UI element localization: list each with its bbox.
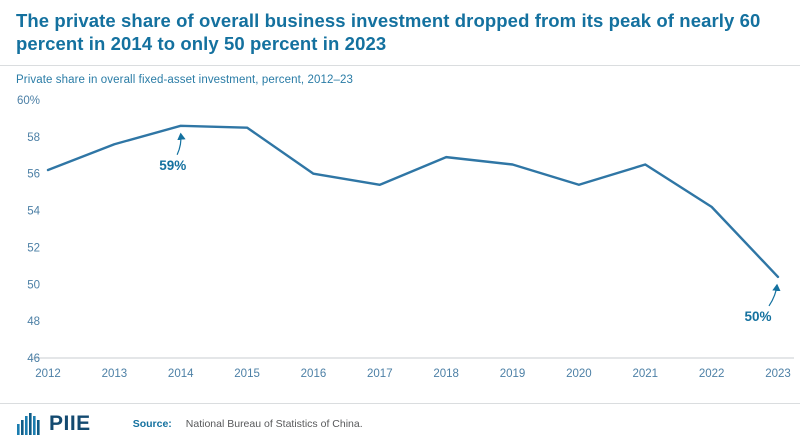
series-line bbox=[46, 124, 780, 278]
annotation-arrow bbox=[176, 132, 186, 155]
chart-title: The private share of overall business in… bbox=[16, 10, 761, 54]
header-divider bbox=[0, 64, 800, 66]
y-tick-label: 48 bbox=[27, 316, 40, 328]
piie-logo-text: PIIE bbox=[49, 412, 91, 435]
source-label: Source: bbox=[132, 418, 172, 430]
annotation-label: 50% bbox=[744, 309, 771, 324]
x-tick-label: 2020 bbox=[566, 368, 592, 380]
piie-logo-icon bbox=[17, 413, 40, 435]
y-tick-label: 54 bbox=[27, 205, 40, 217]
x-tick-label: 2015 bbox=[234, 368, 260, 380]
x-tick-label: 2018 bbox=[433, 368, 459, 380]
y-tick-label: 52 bbox=[27, 242, 40, 254]
y-tick-label: 50 bbox=[27, 279, 40, 291]
x-tick-label: 2013 bbox=[102, 368, 128, 380]
y-tick-label: 46 bbox=[27, 353, 40, 365]
x-tick-label: 2012 bbox=[35, 368, 61, 380]
y-tick-label: 58 bbox=[27, 132, 40, 144]
x-tick-label: 2021 bbox=[632, 368, 658, 380]
source-line: Source: National Bureau of Statistics of… bbox=[133, 418, 363, 430]
y-tick-label: 60% bbox=[17, 95, 40, 107]
x-tick-label: 2023 bbox=[765, 368, 791, 380]
chart-svg: 46 48 50 52 54 56 58 60% 2012 2013 2014 2015 2016 201… bbox=[17, 95, 794, 380]
x-tick-label: 2017 bbox=[367, 368, 393, 380]
piie-logo: PIIE bbox=[16, 412, 91, 436]
annotation-arrow bbox=[768, 283, 781, 307]
chart-subtitle: Private share in overall fixed-asset inv… bbox=[16, 73, 353, 86]
header: The private share of overall business in… bbox=[0, 0, 800, 86]
annotation-label: 59% bbox=[159, 158, 186, 173]
footer: PIIE Source: National Bureau of Statisti… bbox=[0, 403, 800, 446]
y-tick-label: 56 bbox=[27, 169, 40, 181]
x-tick-label: 2014 bbox=[168, 368, 194, 380]
line-chart: 46 48 50 52 54 56 58 60% 2012 2013 2014 2015 2016 201… bbox=[0, 86, 800, 387]
x-tick-label: 2016 bbox=[301, 368, 327, 380]
source-text: National Bureau of Statistics of China. bbox=[185, 418, 363, 430]
x-tick-label: 2022 bbox=[699, 368, 725, 380]
x-tick-label: 2019 bbox=[500, 368, 526, 380]
